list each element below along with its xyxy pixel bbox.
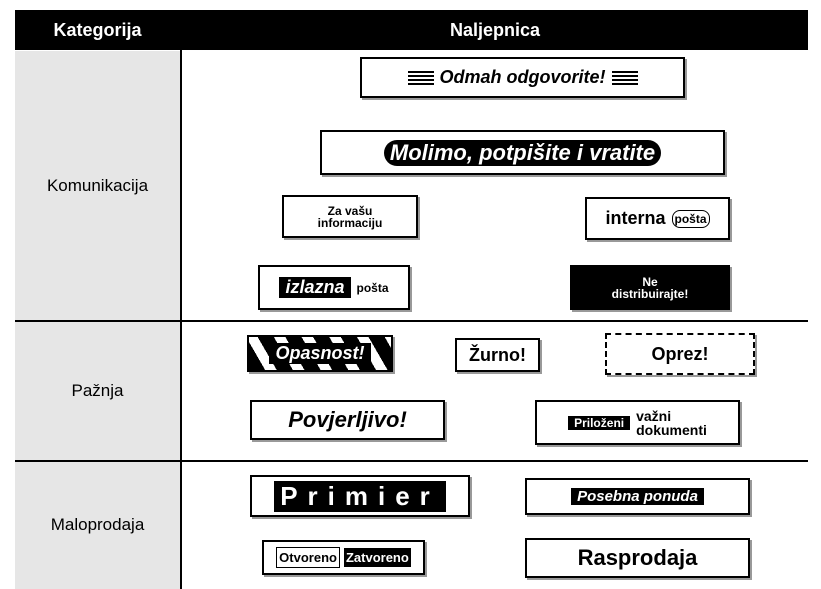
label-sample: Rasprodaja — [525, 538, 750, 578]
label-sample: Opasnost! — [247, 335, 393, 372]
label-text: pošta — [356, 280, 389, 295]
label-sample: Ne distribuirajte! — [570, 265, 730, 310]
label-text: Oprez! — [651, 343, 709, 364]
label-sample: Molimo, potpišite i vratite — [320, 130, 725, 175]
label-sample: Povjerljivo! — [250, 400, 445, 440]
label-text: informaciju — [317, 215, 383, 230]
label-text: distribuirajte! — [611, 286, 689, 301]
category-cell: Pažnja — [15, 321, 180, 460]
label-sample: Odmah odgovorite! — [360, 57, 685, 98]
label-text: Odmah odgovorite! — [439, 67, 606, 87]
column-divider — [180, 10, 182, 589]
label-sample: Primier — [250, 475, 470, 517]
label-sample: Žurno! — [455, 338, 540, 372]
label-text: Za vašu — [327, 203, 373, 218]
label-sample: Posebna ponuda — [525, 478, 750, 515]
label-text: Zatvoreno — [343, 548, 411, 567]
label-text: Priloženi — [568, 415, 631, 430]
label-text: izlazna — [279, 277, 351, 298]
header-cell: Naljepnica — [182, 10, 808, 50]
row-divider — [15, 460, 808, 462]
label-text: Opasnost! — [269, 343, 371, 364]
label-text: Otvoreno — [276, 547, 340, 568]
label-sample: interna pošta — [585, 197, 730, 240]
label-sample: izlazna pošta — [258, 265, 410, 310]
label-text: Povjerljivo! — [288, 407, 407, 432]
label-text: dokumenti — [636, 421, 707, 438]
label-text: važni — [636, 407, 672, 424]
label-text: pošta — [671, 209, 710, 228]
header-cell: Kategorija — [15, 10, 180, 50]
label-sample: Oprez! — [605, 333, 755, 375]
label-text: interna — [605, 208, 666, 228]
label-sample: Priloženi važni dokumenti — [535, 400, 740, 445]
label-text: Žurno! — [469, 344, 526, 365]
label-sample: Otvoreno Zatvoreno — [262, 540, 425, 575]
label-sample: Za vašu informaciju — [282, 195, 418, 238]
label-text: Ne — [642, 274, 658, 289]
label-text: Rasprodaja — [577, 545, 698, 570]
label-text: Molimo, potpišite i vratite — [383, 139, 662, 166]
label-text: Primier — [274, 480, 446, 512]
label-text: Posebna ponuda — [571, 488, 704, 505]
category-cell: Maloprodaja — [15, 461, 180, 589]
row-divider — [15, 320, 808, 322]
category-cell: Komunikacija — [15, 51, 180, 320]
